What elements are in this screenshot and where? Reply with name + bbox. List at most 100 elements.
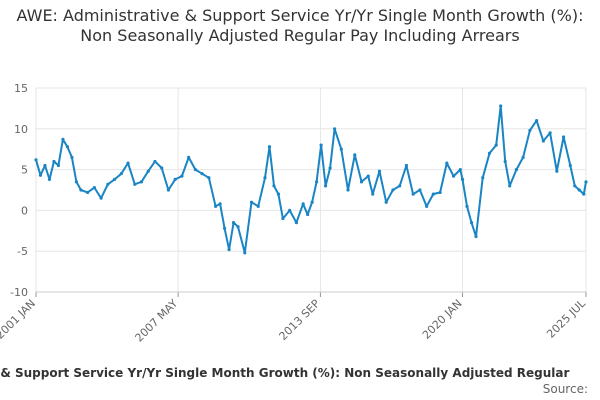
y-tick-label: 0 (21, 204, 28, 217)
data-point (521, 155, 525, 159)
data-point (272, 184, 276, 188)
data-point (451, 174, 456, 178)
data-point (112, 177, 117, 181)
data-point (106, 182, 110, 186)
data-point (315, 180, 319, 184)
series-line (35, 105, 587, 254)
x-tick-label: 2020 JAN (420, 297, 465, 342)
data-point (332, 127, 337, 131)
data-point (43, 163, 47, 168)
data-point (398, 184, 402, 188)
data-point (47, 177, 52, 181)
chart-title: AWE: Administrative & Support Service Yr… (16, 6, 584, 45)
data-point (256, 204, 260, 208)
data-point (319, 143, 323, 147)
data-point (487, 151, 492, 155)
data-point (34, 158, 38, 162)
data-point (218, 202, 222, 206)
data-point (445, 161, 449, 165)
data-point (243, 251, 247, 255)
data-point (310, 200, 314, 204)
data-point (411, 192, 415, 196)
data-point (431, 192, 435, 196)
data-point (528, 128, 532, 133)
data-point (79, 188, 83, 192)
data-point (227, 247, 231, 252)
data-point (469, 221, 474, 225)
data-point (371, 192, 375, 196)
y-tick-label: 15 (14, 82, 28, 95)
data-point (119, 172, 123, 176)
data-point (288, 208, 292, 212)
data-point (133, 182, 137, 186)
data-point (126, 161, 130, 165)
data-point (359, 180, 364, 184)
data-point (353, 153, 357, 157)
data-point (231, 221, 236, 225)
data-point (548, 131, 552, 135)
legend-series-label: e & Support Service Yr/Yr Single Month G… (0, 366, 570, 380)
data-point (86, 190, 90, 195)
data-point (38, 173, 43, 177)
data-point (377, 169, 382, 173)
data-point (207, 176, 211, 180)
data-point (294, 221, 299, 225)
data-point (366, 174, 370, 178)
y-tick-label: -5 (17, 245, 28, 258)
data-point (180, 174, 184, 178)
source-label: Source: (542, 382, 588, 396)
data-point (146, 169, 150, 173)
data-point (404, 163, 409, 168)
data-point (263, 176, 267, 180)
data-point (99, 196, 103, 200)
data-point (267, 145, 272, 149)
data-point (339, 147, 343, 151)
data-point (568, 163, 572, 168)
data-point (460, 177, 465, 181)
data-point (139, 180, 144, 184)
data-point (535, 119, 539, 123)
data-point (391, 188, 395, 192)
data-point (187, 155, 191, 159)
data-point (306, 212, 310, 217)
data-point (499, 104, 503, 108)
x-tick-label: 2013 SEP (277, 297, 323, 343)
data-point (541, 139, 545, 143)
data-point (65, 145, 70, 149)
x-tick-label: 2025 JUL (544, 296, 588, 340)
data-point (173, 177, 177, 181)
data-point (481, 176, 485, 180)
data-point (323, 184, 328, 188)
y-tick-label: 5 (21, 164, 28, 177)
data-point (582, 192, 586, 196)
data-point (418, 188, 422, 192)
data-point (425, 204, 429, 208)
data-point (301, 202, 305, 206)
data-point (236, 225, 240, 229)
data-point (92, 185, 96, 190)
data-point (458, 168, 462, 172)
data-point (193, 168, 197, 172)
data-point (503, 159, 507, 164)
data-point (438, 190, 442, 195)
data-point (584, 180, 588, 184)
data-point (61, 137, 65, 142)
y-tick-label: -10 (10, 286, 28, 299)
data-point (494, 143, 498, 147)
data-point (52, 159, 56, 164)
data-point (56, 163, 61, 168)
data-point (249, 200, 254, 204)
x-tick-label: 2007 MAY (133, 297, 181, 345)
data-point (384, 200, 388, 204)
data-point (213, 204, 218, 208)
data-point (573, 184, 577, 188)
data-point (153, 159, 157, 164)
x-tick-label: 2001 JAN (0, 297, 38, 342)
data-point (508, 184, 512, 188)
data-point (474, 234, 478, 239)
y-tick-label: 10 (14, 123, 28, 136)
data-point (514, 168, 519, 172)
